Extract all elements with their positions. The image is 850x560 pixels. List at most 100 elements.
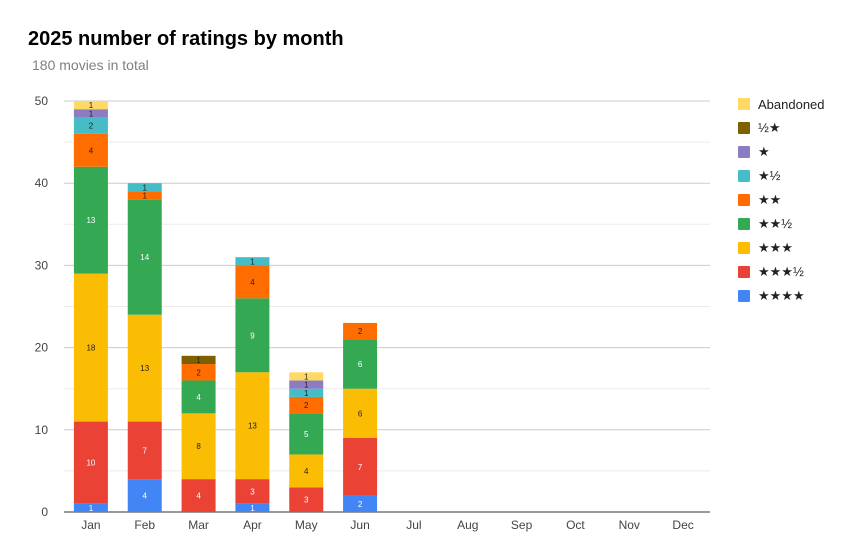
legend-label: ★★★ (758, 240, 793, 255)
bar-segment (289, 388, 324, 397)
legend-item: ★½ (738, 164, 825, 188)
x-tick-label: Jan (81, 518, 100, 532)
bar-segment (235, 298, 270, 373)
data-label: 10 (86, 459, 95, 468)
legend-swatch (738, 194, 750, 206)
legend-label: ★★½ (758, 216, 793, 231)
bar-segment (127, 421, 162, 480)
bar-segment (289, 380, 324, 389)
data-label: 3 (304, 496, 309, 505)
x-tick-label: Jul (406, 518, 421, 532)
legend-label: ★½ (758, 168, 781, 183)
bar-segment (73, 109, 108, 118)
data-label: 1 (250, 257, 255, 266)
bar-segment (235, 503, 270, 512)
legend-item: ½★ (738, 116, 825, 140)
data-label: 1 (143, 183, 148, 192)
legend-label: ★★★½ (758, 264, 804, 279)
legend-label: Abandoned (758, 96, 825, 112)
data-label: 2 (196, 368, 201, 377)
bar-segment (73, 133, 108, 167)
bar-segment (73, 117, 108, 134)
legend-swatch (738, 218, 750, 230)
legend-item: ★★★½ (738, 260, 825, 284)
data-label: 6 (358, 360, 363, 369)
data-label: 1 (89, 101, 94, 110)
bar-segment (343, 495, 378, 512)
y-tick-label: 30 (35, 258, 49, 272)
data-label: 4 (304, 467, 309, 476)
x-tick-label: Apr (243, 518, 262, 532)
data-label: 1 (143, 192, 148, 201)
bar-segment (73, 273, 108, 422)
data-label: 2 (89, 122, 94, 131)
data-label: 1 (304, 372, 309, 381)
bar-segment (235, 257, 270, 266)
data-label: 4 (250, 278, 255, 287)
bar-segment (127, 314, 162, 422)
data-label: 3 (250, 487, 255, 496)
bar-segment (343, 322, 378, 340)
bar-segment (343, 438, 378, 496)
data-label: 1 (89, 109, 94, 118)
x-tick-label: Mar (188, 518, 209, 532)
bar-segment (73, 421, 108, 504)
legend-swatch (738, 122, 750, 134)
chart-legend: Abandoned ½★ ★ ★½ ★★ ★★½ ★★★ ★★★½ ★★★★ (738, 92, 825, 308)
data-label: 6 (358, 409, 363, 418)
legend-item: Abandoned (738, 92, 825, 116)
bar-segment (127, 479, 162, 512)
data-label: 1 (250, 504, 255, 513)
x-tick-label: Feb (134, 518, 155, 532)
data-label: 2 (358, 327, 363, 336)
x-tick-label: Dec (672, 518, 693, 532)
bar-segment (181, 479, 216, 512)
data-label: 4 (143, 492, 148, 501)
bar-segment (73, 166, 108, 274)
data-label: 8 (196, 442, 201, 451)
legend-item: ★★½ (738, 212, 825, 236)
bar-segment (289, 372, 324, 381)
data-label: 13 (248, 422, 257, 431)
data-label: 7 (358, 463, 363, 472)
legend-item: ★★★★ (738, 284, 825, 308)
bar-segment (127, 183, 162, 192)
legend-item: ★ (738, 140, 825, 164)
y-tick-label: 40 (35, 176, 49, 190)
data-label: 13 (140, 364, 149, 373)
bar-segment (235, 479, 270, 504)
bar-segment (289, 487, 324, 512)
legend-swatch (738, 98, 750, 110)
x-tick-label: Aug (457, 518, 478, 532)
bar-segment (181, 364, 216, 381)
legend-swatch (738, 290, 750, 302)
data-label: 4 (196, 393, 201, 402)
bar-segment (181, 380, 216, 414)
bar-segment (73, 503, 108, 512)
legend-swatch (738, 170, 750, 182)
x-tick-label: Sep (511, 518, 533, 532)
legend-swatch (738, 146, 750, 158)
legend-swatch (738, 266, 750, 278)
data-label: 2 (304, 401, 309, 410)
bar-segment (73, 101, 108, 110)
bar-segment (289, 396, 324, 414)
legend-item: ★★★ (738, 236, 825, 260)
data-label: 4 (89, 146, 94, 155)
bar-segment (127, 199, 162, 315)
bar-segment (181, 355, 216, 365)
bar-segment (343, 339, 378, 389)
data-label: 14 (140, 253, 149, 262)
bar-segment (181, 413, 216, 480)
bar-segment (289, 413, 324, 455)
data-label: 7 (143, 446, 148, 455)
x-tick-label: May (295, 518, 318, 532)
y-tick-label: 0 (41, 505, 48, 519)
data-label: 5 (304, 430, 309, 439)
legend-label: ★★★★ (758, 288, 805, 303)
chart-subtitle: 180 movies in total (32, 57, 149, 73)
x-tick-label: Nov (619, 518, 640, 532)
y-tick-label: 10 (35, 423, 49, 437)
bar-segment (343, 388, 378, 439)
